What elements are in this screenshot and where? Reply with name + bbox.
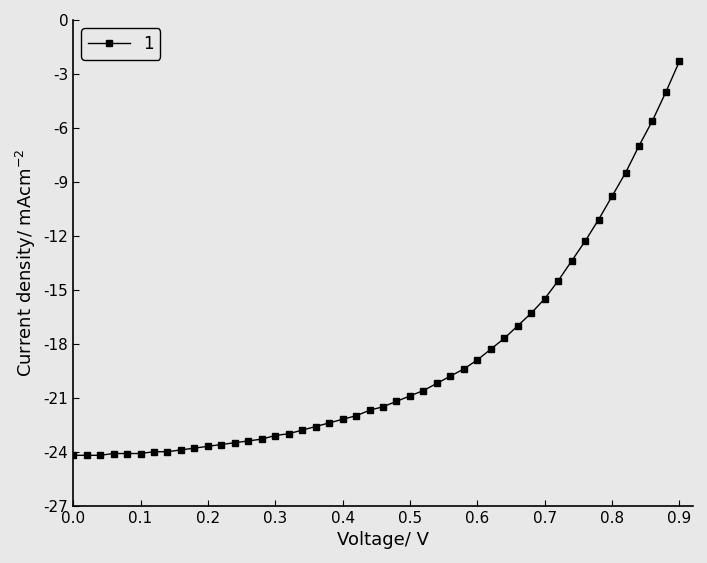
1 — [83, 452, 91, 459]
1 — [581, 238, 590, 244]
1 — [298, 427, 306, 434]
1 — [284, 430, 293, 437]
1 — [648, 117, 657, 124]
1 — [123, 450, 132, 457]
1 — [177, 446, 185, 453]
1 — [392, 398, 401, 405]
1 — [608, 193, 617, 200]
1 — [446, 373, 455, 379]
1 — [136, 450, 145, 457]
1 — [244, 437, 252, 444]
1 — [379, 403, 387, 410]
Line: 1: 1 — [70, 58, 682, 458]
1 — [163, 448, 172, 455]
1 — [473, 356, 481, 363]
1 — [352, 412, 361, 419]
1 — [433, 380, 441, 387]
1 — [621, 169, 630, 176]
1 — [366, 407, 374, 414]
1 — [527, 310, 535, 316]
1 — [204, 443, 212, 450]
1 — [150, 448, 158, 455]
1 — [675, 58, 684, 65]
1 — [311, 423, 320, 430]
1 — [540, 296, 549, 302]
1 — [554, 278, 562, 284]
1 — [460, 365, 468, 372]
Y-axis label: Current density/ mAcm$^{-2}$: Current density/ mAcm$^{-2}$ — [14, 149, 38, 377]
1 — [325, 419, 334, 426]
1 — [217, 441, 226, 448]
Legend: 1: 1 — [81, 28, 160, 60]
1 — [339, 416, 347, 423]
1 — [419, 387, 428, 394]
1 — [500, 335, 508, 342]
1 — [406, 392, 414, 399]
1 — [486, 346, 495, 352]
1 — [96, 452, 105, 459]
1 — [568, 258, 576, 265]
1 — [635, 142, 643, 149]
1 — [513, 323, 522, 329]
1 — [69, 452, 77, 459]
1 — [257, 436, 266, 443]
1 — [110, 450, 118, 457]
1 — [230, 439, 239, 446]
1 — [595, 216, 603, 223]
X-axis label: Voltage/ V: Voltage/ V — [337, 531, 429, 549]
1 — [271, 432, 279, 439]
1 — [190, 445, 199, 452]
1 — [662, 88, 670, 95]
